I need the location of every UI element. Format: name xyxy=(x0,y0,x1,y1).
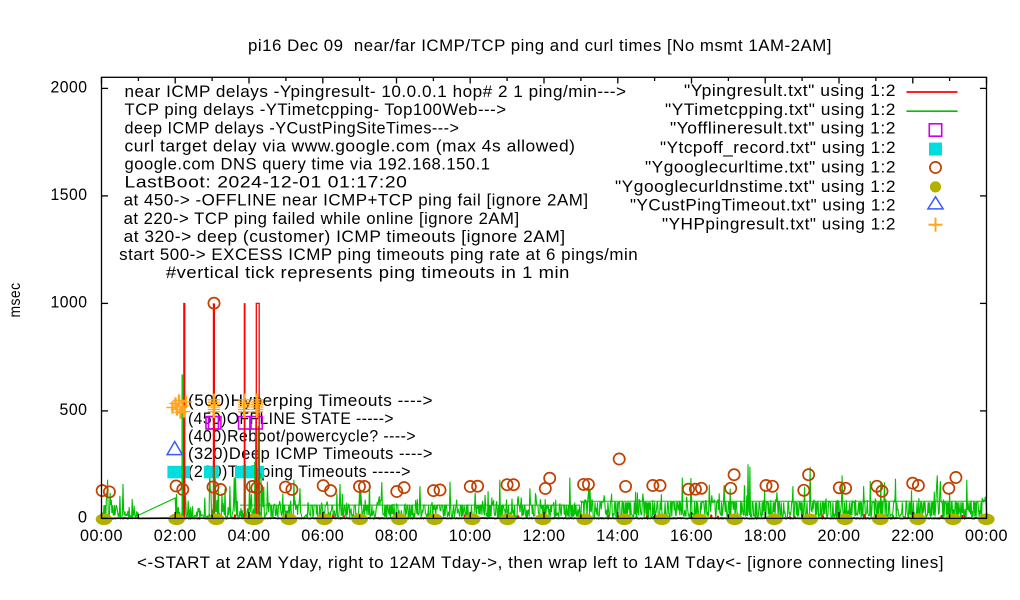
svg-text:LastBoot: 2024-12-01 01:17:20: LastBoot: 2024-12-01 01:17:20 xyxy=(125,174,408,192)
svg-text:start 500-> EXCESS ICMP ping t: start 500-> EXCESS ICMP ping timeouts pi… xyxy=(119,246,638,264)
svg-text:"Yofflineresult.txt" using 1:2: "Yofflineresult.txt" using 1:2 xyxy=(670,120,896,138)
svg-text:16:00: 16:00 xyxy=(670,527,713,545)
svg-text:06:00: 06:00 xyxy=(301,527,344,545)
svg-text:0: 0 xyxy=(78,509,88,527)
svg-text:"Ygooglecurldnstime.txt" using: "Ygooglecurldnstime.txt" using 1:2 xyxy=(615,178,896,196)
svg-text:at 220-> TCP ping failed while: at 220-> TCP ping failed while online [i… xyxy=(124,210,520,228)
svg-text:deep ICMP delays -YCustPingSit: deep ICMP delays -YCustPingSiteTimes---> xyxy=(125,119,460,137)
svg-text:"YHPpingresult.txt" using 1:2: "YHPpingresult.txt" using 1:2 xyxy=(662,216,896,234)
svg-text:#vertical tick represents ping: #vertical tick represents ping timeouts … xyxy=(166,264,570,282)
svg-text:22:00: 22:00 xyxy=(891,527,934,545)
svg-text:02:00: 02:00 xyxy=(154,527,197,545)
svg-text:18:00: 18:00 xyxy=(744,527,787,545)
svg-text:msec: msec xyxy=(7,283,24,318)
svg-text:1000: 1000 xyxy=(51,294,88,312)
svg-text:google.com DNS query time via: google.com DNS query time via 192.168.15… xyxy=(125,156,491,174)
svg-text:"Ypingresult.txt" using 1:2: "Ypingresult.txt" using 1:2 xyxy=(684,82,896,100)
svg-text:(500)Hyperping Timeouts ---->: (500)Hyperping Timeouts ----> xyxy=(188,392,433,410)
svg-text:"YCustPingTimeout.txt" using 1: "YCustPingTimeout.txt" using 1:2 xyxy=(630,197,896,215)
svg-text:(220)TCPping Timeouts ----->: (220)TCPping Timeouts -----> xyxy=(188,463,411,481)
svg-text:(400)Reboot/powercycle? ---->: (400)Reboot/powercycle? ----> xyxy=(188,428,416,446)
svg-text:<-START at 2AM Yday, right to: <-START at 2AM Yday, right to 12AM Tday-… xyxy=(137,554,944,572)
svg-text:00:00: 00:00 xyxy=(80,527,123,545)
svg-text:TCP ping delays -YTimetcpping-: TCP ping delays -YTimetcpping- Top100Web… xyxy=(125,101,507,119)
svg-text:1500: 1500 xyxy=(51,186,88,204)
svg-text:2000: 2000 xyxy=(51,79,88,97)
svg-text:"Ygooglecurltime.txt" using 1:: "Ygooglecurltime.txt" using 1:2 xyxy=(645,159,896,177)
svg-text:10:00: 10:00 xyxy=(449,527,492,545)
svg-text:near ICMP delays -Ypingresult-: near ICMP delays -Ypingresult- 10.0.0.1 … xyxy=(125,83,627,101)
svg-text:"YTimetcpping.txt" using 1:2: "YTimetcpping.txt" using 1:2 xyxy=(665,101,896,119)
svg-text:08:00: 08:00 xyxy=(375,527,418,545)
svg-text:14:00: 14:00 xyxy=(596,527,639,545)
svg-text:curl target delay via www.goog: curl target delay via www.google.com (ma… xyxy=(125,137,576,155)
svg-text:at 320-> deep (customer) ICMP: at 320-> deep (customer) ICMP timeouts [… xyxy=(124,228,566,246)
svg-text:"Ytcpoff_record.txt" using 1:2: "Ytcpoff_record.txt" using 1:2 xyxy=(660,139,896,157)
svg-text:00:00: 00:00 xyxy=(965,527,1008,545)
svg-text:(320)Deep ICMP Timeouts ---->: (320)Deep ICMP Timeouts ----> xyxy=(188,445,433,463)
svg-text:pi16 Dec 09 near/far ICMP/TCP: pi16 Dec 09 near/far ICMP/TCP ping and c… xyxy=(248,37,832,55)
svg-text:20:00: 20:00 xyxy=(818,527,861,545)
svg-text:at 450-> -OFFLINE near ICMP+TC: at 450-> -OFFLINE near ICMP+TCP ping fai… xyxy=(124,192,589,210)
svg-text:04:00: 04:00 xyxy=(228,527,271,545)
svg-text:12:00: 12:00 xyxy=(523,527,566,545)
svg-text:500: 500 xyxy=(60,401,88,419)
